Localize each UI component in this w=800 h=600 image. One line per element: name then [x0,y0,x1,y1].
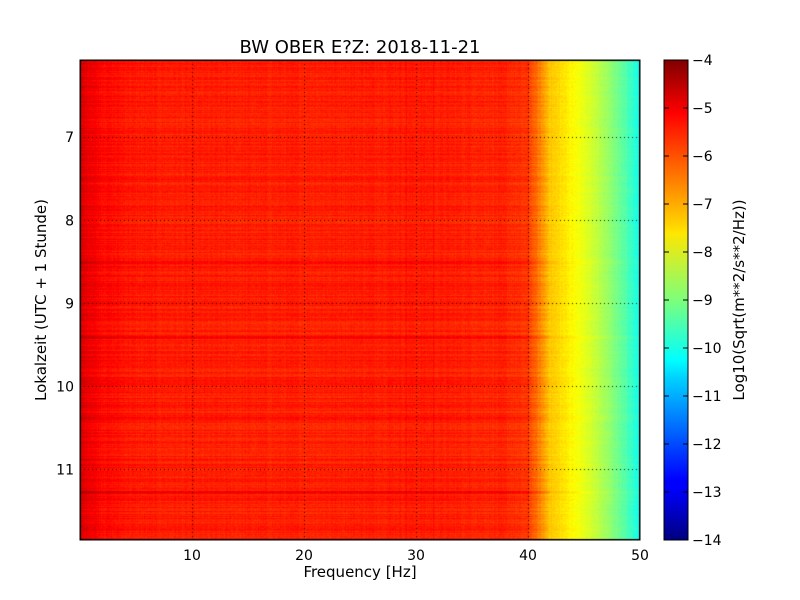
colorbar-tick-label: −9 [692,293,713,309]
y-tick-label: 8 [65,213,74,229]
colorbar-tick-label: −5 [692,101,713,117]
y-tick-label: 7 [65,130,74,146]
x-axis-ticks: 10 20 30 40 50 [183,60,649,564]
colorbar-ticks: −4 −5 −6 −7 −8 −9 −10 −11 −12 −13 −14 [664,53,722,549]
colorbar-tick-label: −13 [692,485,722,501]
colorbar-label: Log10(Sqrt(m**2/s**2/Hz)) [730,199,748,400]
colorbar-tick-label: −14 [692,533,722,549]
colorbar-tick-label: −7 [692,197,713,213]
spectrogram-heatmap [80,60,640,540]
y-tick-label: 10 [56,379,74,395]
colorbar-tick-label: −12 [692,437,722,453]
chart-title: BW OBER E?Z: 2018-11-21 [240,37,481,58]
colorbar-tick-label: −11 [692,389,722,405]
y-tick-label: 9 [65,296,74,312]
colorbar-tick-label: −8 [692,245,713,261]
y-axis-label: Lokalzeit (UTC + 1 Stunde) [32,199,50,401]
colorbar-tick-label: −4 [692,53,713,69]
colorbar-tick-label: −10 [692,341,722,357]
x-tick-label: 30 [407,548,425,564]
y-tick-label: 11 [56,462,74,478]
x-tick-label: 40 [519,548,537,564]
x-axis-label: Frequency [Hz] [303,563,416,581]
colorbar-tick-label: −6 [692,149,713,165]
x-tick-label: 10 [183,548,201,564]
x-tick-label: 20 [295,548,313,564]
x-tick-label: 50 [631,548,649,564]
